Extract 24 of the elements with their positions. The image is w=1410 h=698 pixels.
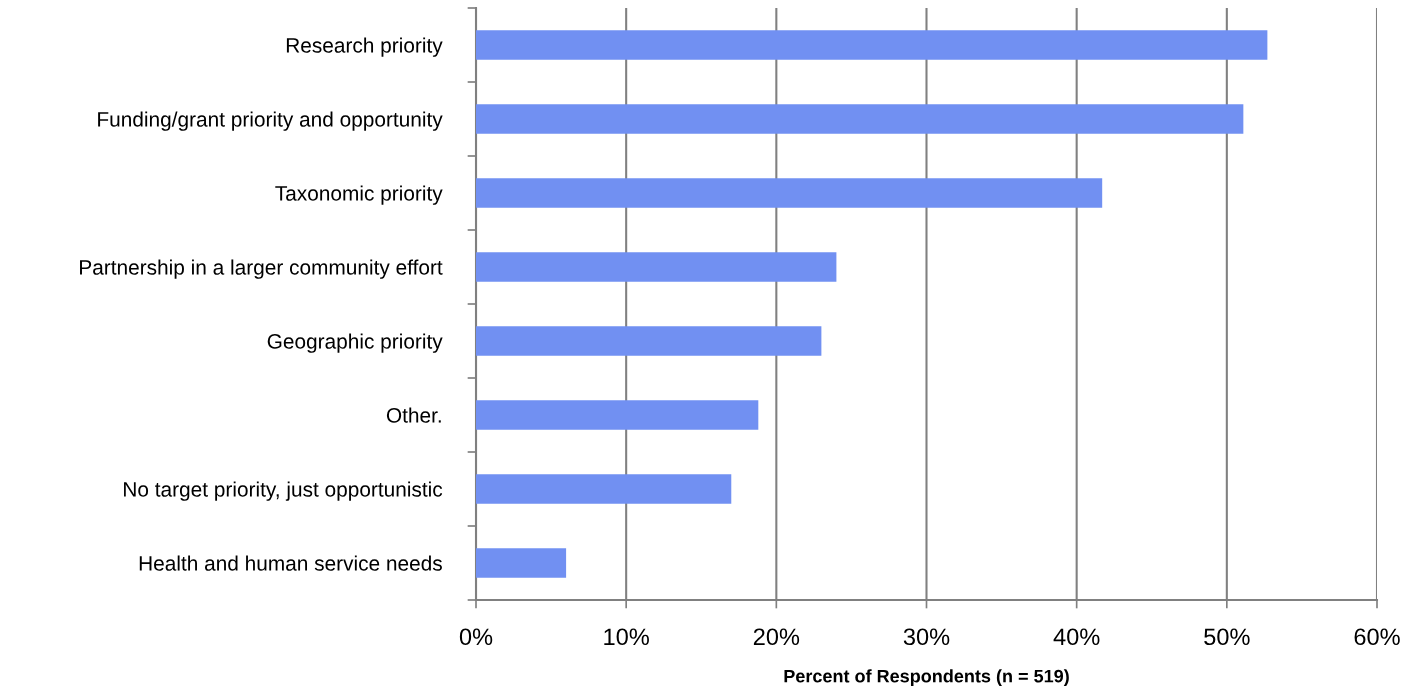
bar <box>476 548 567 578</box>
y-tick-label: Taxonomic priority <box>275 185 443 205</box>
bar <box>476 400 759 430</box>
y-tick-label: No target priority, just opportunistic <box>124 481 443 501</box>
x-tick-label: 50% <box>1204 628 1250 646</box>
bar <box>476 104 1244 134</box>
y-tick-label: Geographic priority <box>267 333 443 353</box>
x-tick-label: 30% <box>903 628 950 646</box>
x-tick-label: 20% <box>753 628 800 646</box>
y-tick-label: Funding/grant priority and opportunity <box>98 111 443 131</box>
bar <box>476 30 1268 60</box>
y-tick-label: Health and human service needs <box>139 555 442 571</box>
y-tick-label: Other. <box>386 407 441 423</box>
x-tick-label: 10% <box>604 628 649 646</box>
y-tick-label: Partnership in a larger community effort <box>80 259 443 279</box>
bar <box>476 474 732 504</box>
bar <box>476 326 822 356</box>
x-tick-label: 40% <box>1053 628 1100 646</box>
bar <box>476 252 837 282</box>
x-tick-label: 0% <box>459 628 493 646</box>
x-tick-label: 60% <box>1354 628 1400 646</box>
y-tick-label: Research priority <box>286 37 443 57</box>
bar <box>476 178 1103 208</box>
x-axis-title: Percent of Respondents (n = 519) <box>784 669 1069 687</box>
